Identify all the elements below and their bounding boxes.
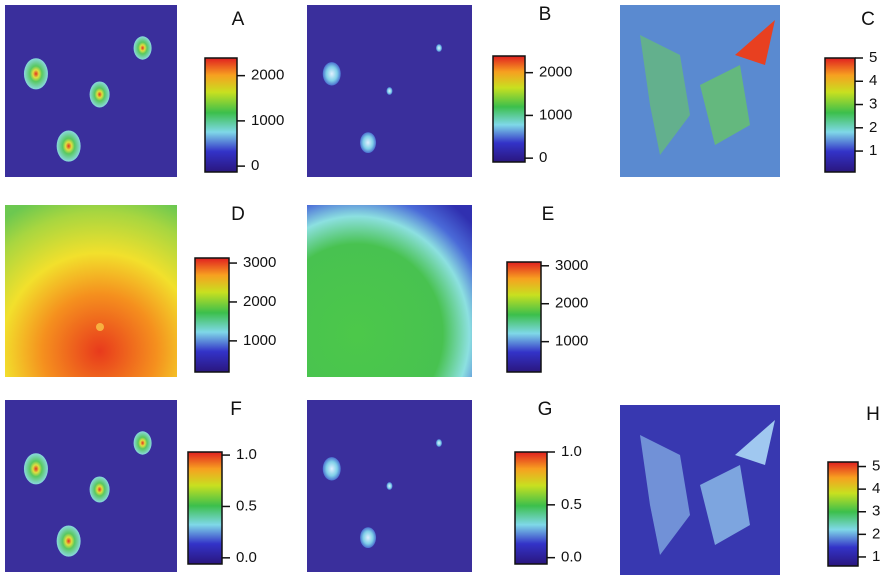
tick-label: 2000 bbox=[555, 295, 588, 312]
tick-label: 1 bbox=[872, 548, 880, 565]
colorbar bbox=[514, 451, 548, 565]
tick-label: 1.0 bbox=[561, 443, 582, 460]
tick-label: 1000 bbox=[539, 106, 572, 123]
panel-label: H bbox=[866, 404, 880, 425]
cell bbox=[360, 132, 377, 154]
tick-label: 1000 bbox=[251, 112, 284, 129]
cell bbox=[436, 439, 442, 447]
panel-label: C bbox=[861, 9, 875, 30]
cell bbox=[133, 36, 152, 60]
tick-label: 0 bbox=[539, 149, 547, 166]
colorbar bbox=[204, 57, 238, 173]
panel-label: B bbox=[539, 4, 552, 25]
tick-label: 2 bbox=[869, 119, 877, 136]
image bbox=[307, 205, 472, 377]
tick-label: 0.5 bbox=[561, 496, 582, 513]
cell bbox=[89, 81, 110, 108]
tick-label: 2000 bbox=[251, 67, 284, 84]
tick-label: 0.0 bbox=[561, 549, 582, 566]
cell bbox=[640, 435, 690, 555]
cell bbox=[89, 476, 110, 503]
tick-label: 3000 bbox=[243, 254, 276, 271]
cell bbox=[386, 482, 393, 490]
cell bbox=[436, 44, 442, 52]
cell bbox=[56, 525, 81, 557]
cell bbox=[360, 527, 377, 548]
panel-label: F bbox=[230, 399, 242, 420]
tick-label: 2000 bbox=[243, 293, 276, 310]
tick-label: 5 bbox=[869, 49, 877, 66]
cell bbox=[23, 58, 48, 90]
tick-label: 2000 bbox=[539, 64, 572, 81]
tick-label: 1 bbox=[869, 142, 877, 159]
cell bbox=[23, 453, 48, 485]
cell bbox=[735, 420, 775, 465]
colorbar bbox=[827, 461, 859, 567]
cell bbox=[386, 87, 393, 95]
colorbar bbox=[194, 257, 230, 373]
tick-label: 2 bbox=[872, 525, 880, 542]
tick-label: 4 bbox=[872, 480, 880, 497]
cell bbox=[133, 431, 152, 455]
spot bbox=[96, 323, 104, 331]
cell bbox=[640, 35, 690, 155]
colorbar bbox=[506, 261, 542, 373]
image bbox=[620, 5, 780, 177]
tick-label: 1000 bbox=[243, 332, 276, 349]
tick-label: 1000 bbox=[555, 333, 588, 350]
cell bbox=[700, 65, 750, 145]
image bbox=[620, 405, 780, 575]
tick-label: 0.0 bbox=[236, 549, 257, 566]
tick-label: 3 bbox=[869, 95, 877, 112]
cell bbox=[56, 130, 81, 162]
cell bbox=[322, 62, 341, 86]
panel-label: A bbox=[232, 9, 245, 30]
cell bbox=[322, 457, 341, 481]
colorbar bbox=[492, 55, 526, 163]
tick-label: 0 bbox=[251, 157, 259, 174]
tick-label: 0.5 bbox=[236, 497, 257, 514]
panel-label: D bbox=[231, 204, 245, 225]
tick-label: 4 bbox=[869, 72, 877, 89]
colorbar bbox=[824, 57, 856, 173]
cell bbox=[700, 465, 750, 545]
tick-label: 5 bbox=[872, 457, 880, 474]
tick-label: 3000 bbox=[555, 257, 588, 274]
image bbox=[5, 205, 177, 377]
panel-label: E bbox=[542, 204, 555, 225]
tick-label: 3 bbox=[872, 503, 880, 520]
panel-label: G bbox=[538, 399, 553, 420]
cell bbox=[735, 20, 775, 65]
colorbar bbox=[187, 451, 223, 565]
tick-label: 1.0 bbox=[236, 446, 257, 463]
